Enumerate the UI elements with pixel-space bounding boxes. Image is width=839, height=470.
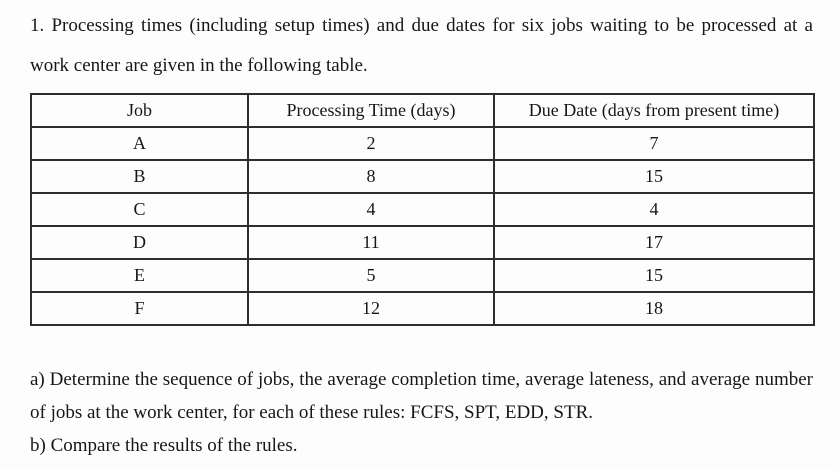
processing-time-cell: 12	[247, 291, 495, 326]
processing-time-cell: 2	[247, 126, 495, 161]
table-row: F 12 18	[30, 291, 815, 326]
question-b: b) Compare the results of the rules.	[30, 435, 298, 456]
job-cell: B	[30, 159, 249, 194]
processing-time-cell: 8	[247, 159, 495, 194]
job-cell: F	[30, 291, 249, 326]
table-row: C 4 4	[30, 192, 815, 227]
job-cell: E	[30, 258, 249, 293]
problem-statement: 1. Processing times (including setup tim…	[30, 15, 813, 76]
due-date-cell: 18	[493, 291, 815, 326]
table-row: D 11 17	[30, 225, 815, 260]
column-header-due-date: Due Date (days from present time)	[493, 93, 815, 128]
column-header-processing-time: Processing Time (days)	[247, 93, 495, 128]
due-date-cell: 7	[493, 126, 815, 161]
due-date-cell: 4	[493, 192, 815, 227]
job-cell: C	[30, 192, 249, 227]
job-cell: D	[30, 225, 249, 260]
table-row: A 2 7	[30, 126, 815, 161]
processing-time-cell: 11	[247, 225, 495, 260]
question-a: a) Determine the sequence of jobs, the a…	[30, 369, 813, 423]
job-cell: A	[30, 126, 249, 161]
column-header-job: Job	[30, 93, 249, 128]
processing-time-cell: 4	[247, 192, 495, 227]
processing-time-cell: 5	[247, 258, 495, 293]
due-date-cell: 15	[493, 258, 815, 293]
table-row: E 5 15	[30, 258, 815, 293]
jobs-table: Job Processing Time (days) Due Date (day…	[30, 93, 815, 326]
table-header-row: Job Processing Time (days) Due Date (day…	[30, 93, 815, 128]
table-row: B 8 15	[30, 159, 815, 194]
due-date-cell: 15	[493, 159, 815, 194]
due-date-cell: 17	[493, 225, 815, 260]
